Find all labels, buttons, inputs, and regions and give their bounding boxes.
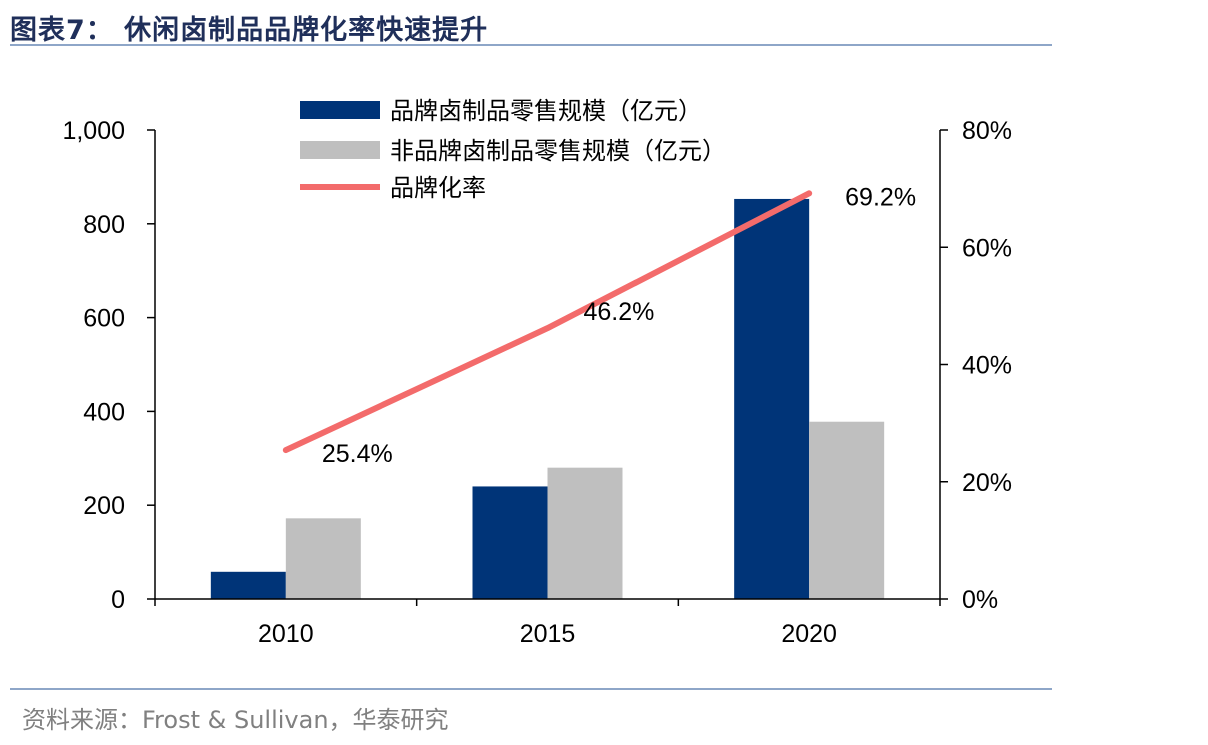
- y-tick-label-right: 60%: [962, 234, 1012, 262]
- y-tick-label-left: 600: [83, 305, 125, 333]
- y-tick-label-right: 0%: [962, 586, 998, 614]
- bar-brand-2010: [210, 571, 286, 599]
- legend-label-rate: 品牌化率: [390, 174, 486, 202]
- bar-brand-2020: [734, 198, 810, 599]
- legend-label-brand: 品牌卤制品零售规模（亿元）: [390, 97, 702, 125]
- bar-nonbrand-2015: [547, 467, 623, 599]
- top-divider: [10, 44, 1052, 46]
- rate-label-2015: 46.2%: [584, 298, 655, 326]
- bottom-divider: [10, 688, 1052, 690]
- legend-label-nonbrand: 非品牌卤制品零售规模（亿元）: [390, 137, 726, 165]
- bar-brand-2015: [472, 486, 548, 599]
- x-tick-label-2020: 2020: [781, 620, 837, 648]
- x-tick-label-2010: 2010: [258, 620, 314, 648]
- y-tick-label-right: 80%: [962, 117, 1012, 145]
- y-tick-label-right: 40%: [962, 352, 1012, 380]
- source-note: 资料来源：Frost & Sullivan，华泰研究: [22, 706, 449, 734]
- y-tick-label-left: 200: [83, 492, 125, 520]
- legend-swatch-brand: [300, 101, 380, 119]
- figure-title: 图表7： 休闲卤制品品牌化率快速提升: [10, 15, 489, 46]
- legend-swatch-nonbrand: [300, 141, 380, 159]
- rate-label-2020: 69.2%: [845, 183, 916, 211]
- y-tick-label-left: 0: [111, 586, 125, 614]
- y-tick-label-left: 400: [83, 398, 125, 426]
- y-tick-label-right: 20%: [962, 469, 1012, 497]
- y-tick-label-left: 1,000: [62, 117, 125, 145]
- x-tick-label-2015: 2015: [520, 620, 576, 648]
- y-tick-label-left: 800: [83, 211, 125, 239]
- bar-nonbrand-2010: [285, 518, 361, 599]
- bar-nonbrand-2020: [809, 421, 885, 599]
- rate-label-2010: 25.4%: [322, 440, 393, 468]
- rate-line: [282, 190, 813, 454]
